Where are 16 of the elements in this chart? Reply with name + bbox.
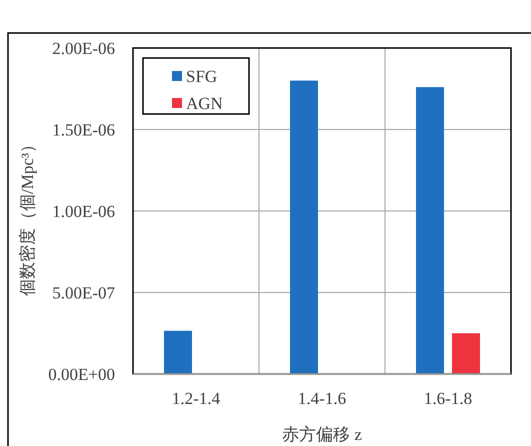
x-tick-label: 1.6-1.8 (424, 389, 472, 408)
x-tick-label: 1.2-1.4 (172, 389, 221, 408)
y-tick-label: 0.00E+00 (48, 365, 115, 384)
y-tick-label: 5.00E-07 (52, 284, 116, 302)
y-tick-label: 2.00E-06 (52, 39, 115, 58)
y-tick-label: 1.00E-06 (52, 202, 115, 221)
bar (452, 333, 480, 374)
bar (290, 80, 318, 374)
legend-label: AGN (186, 94, 223, 113)
bar (164, 330, 192, 374)
legend-label: SFG (186, 67, 218, 86)
y-tick-label: 1.50E-06 (52, 120, 115, 140)
x-axis-title: 赤方偏移 z (282, 425, 362, 444)
y-axis-title: 個数密度（個/Mpc³） (18, 136, 37, 296)
bar (416, 87, 444, 374)
x-tick-label: 1.4-1.6 (298, 389, 346, 408)
